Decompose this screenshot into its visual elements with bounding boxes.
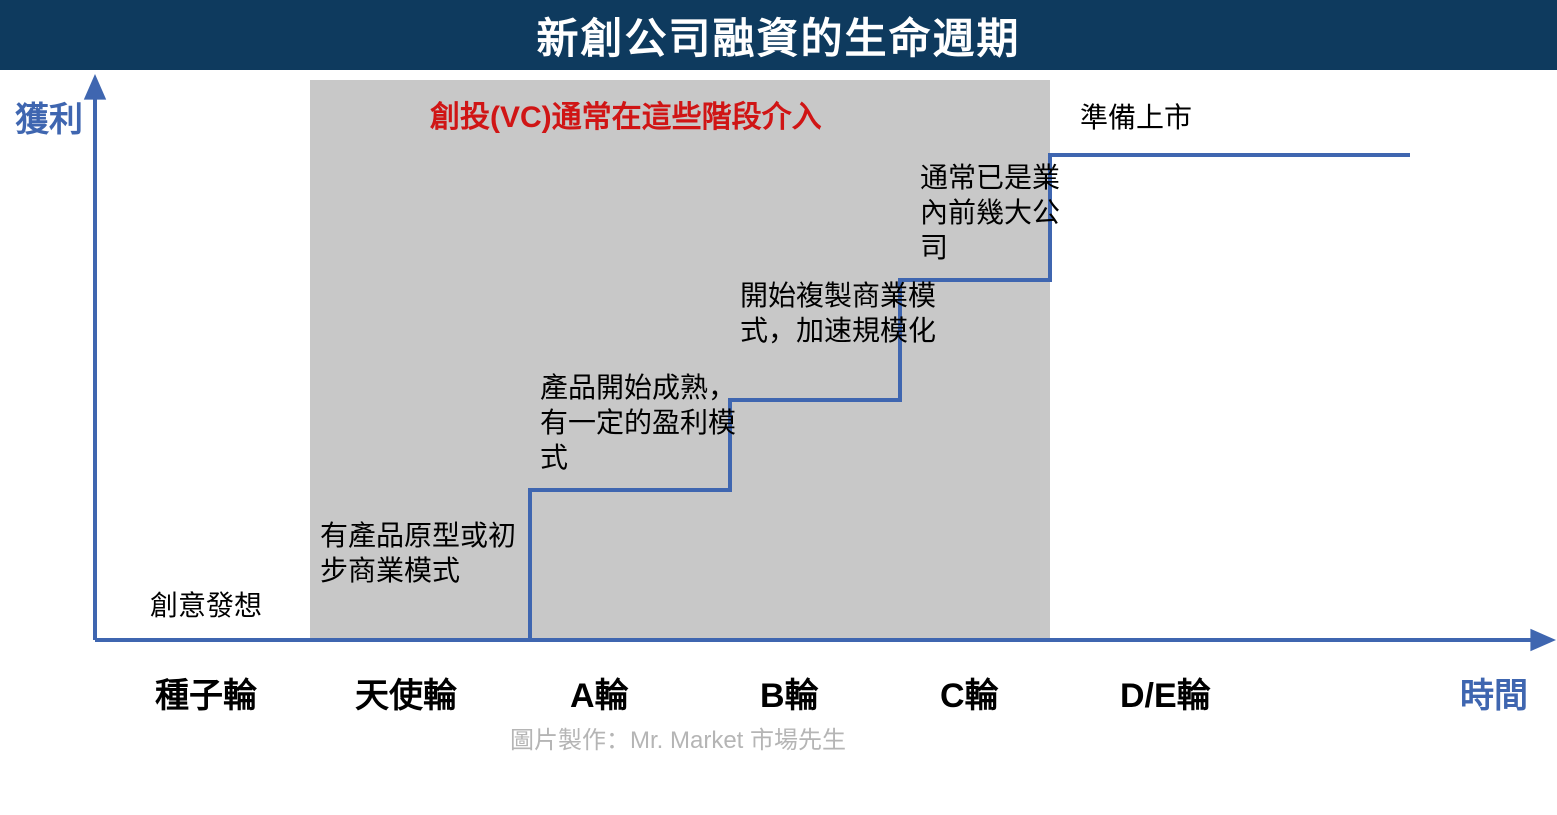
stage-tick-seed: 種子輪: [155, 668, 257, 717]
credit-text: 圖片製作：Mr. Market 市場先生: [510, 720, 846, 755]
y-axis-label: 獲利: [15, 92, 83, 141]
y-axis: [84, 74, 106, 640]
stage-desc-angel: 有產品原型或初步商業模式: [320, 518, 520, 588]
stage-tick-a: A輪: [570, 668, 629, 717]
diagram-container: 新創公司融資的生命週期 獲利 時間 創投(VC)通常在這些階段介入 創意發想有產…: [0, 0, 1557, 815]
x-axis-label: 時間: [1460, 668, 1528, 717]
arrow-right-icon: [1530, 629, 1556, 651]
arrow-up-icon: [84, 74, 106, 100]
vc-note: 創投(VC)通常在這些階段介入: [430, 92, 822, 136]
stage-desc-seed: 創意發想: [150, 588, 320, 623]
stage-desc-a: 產品開始成熟，有一定的盈利模式: [540, 370, 740, 475]
stage-tick-c: C輪: [940, 668, 999, 717]
stage-desc-de: 準備上市: [1080, 100, 1260, 135]
x-axis: [95, 629, 1556, 651]
stage-tick-b: B輪: [760, 668, 819, 717]
stage-tick-angel: 天使輪: [355, 668, 457, 717]
step-line: [95, 155, 1410, 640]
stage-desc-b: 開始複製商業模式，加速規模化: [740, 278, 940, 348]
stage-tick-de: D/E輪: [1120, 668, 1211, 717]
stage-desc-c: 通常已是業內前幾大公司: [920, 160, 1070, 265]
